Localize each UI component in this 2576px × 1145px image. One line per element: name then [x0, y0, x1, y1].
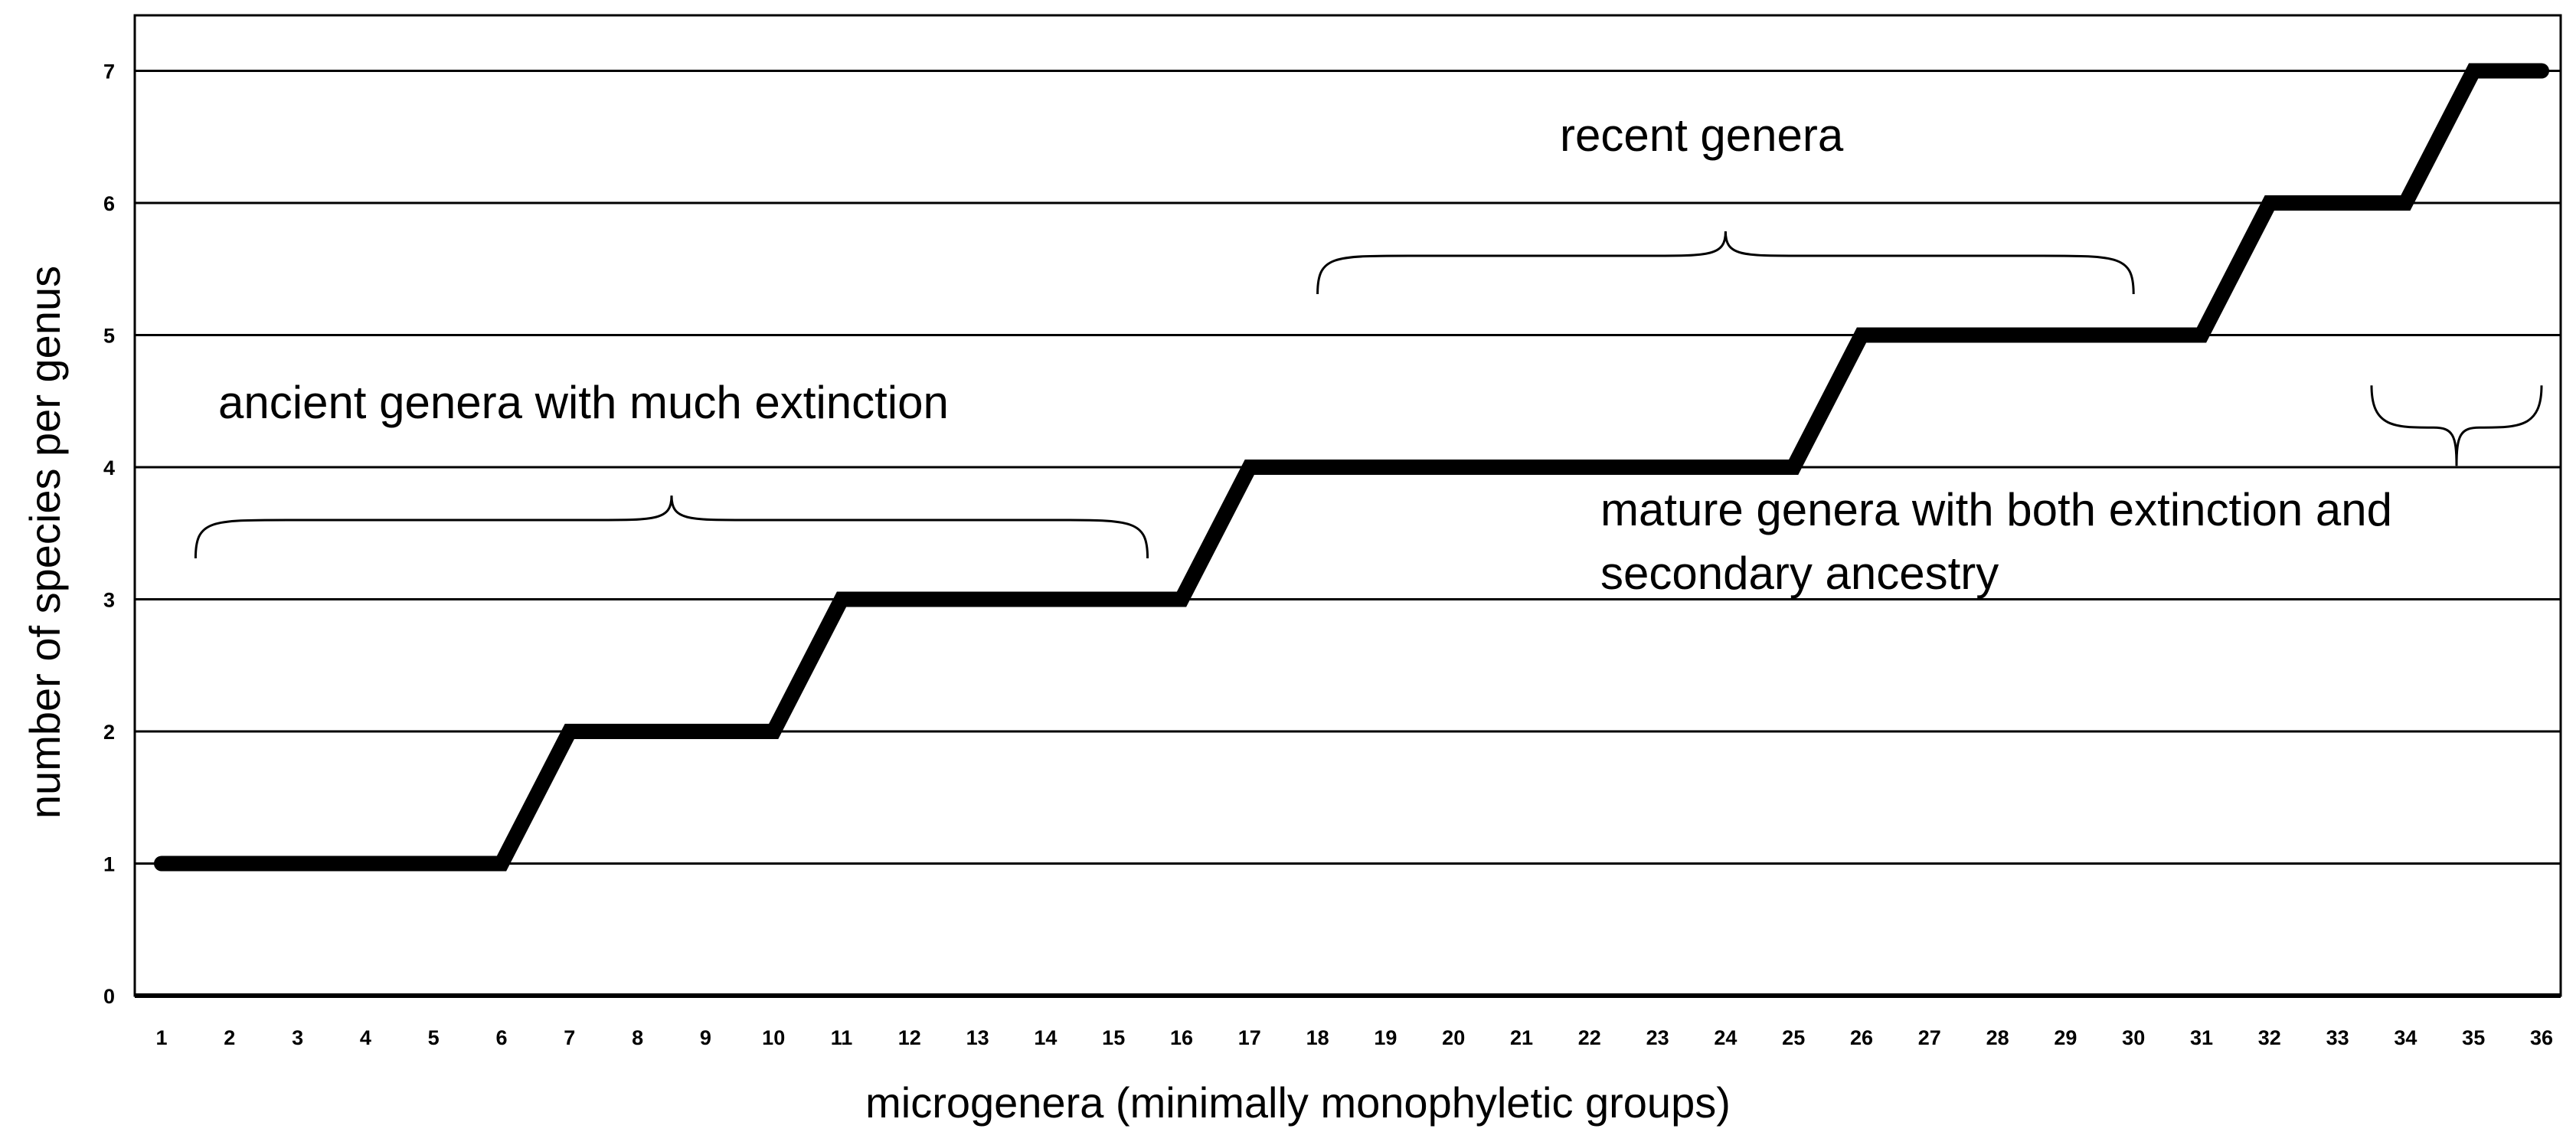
y-tick-label-4: 4	[103, 456, 115, 479]
data-point-35-7-12	[2470, 67, 2478, 75]
plot-frame	[133, 14, 2562, 997]
x-tick-label-30: 30	[2122, 1026, 2145, 1049]
x-tick-label-28: 28	[1986, 1026, 2009, 1049]
annotation-recent: recent genera	[1560, 110, 1844, 161]
data-series	[154, 63, 2549, 872]
y-tick-label-7: 7	[103, 61, 115, 83]
x-tick-label-29: 29	[2054, 1026, 2077, 1049]
x-tick-label-36: 36	[2530, 1026, 2553, 1049]
x-tick-label-17: 17	[1238, 1026, 1261, 1049]
y-tick-label-3: 3	[103, 589, 115, 612]
x-tick-label-1: 1	[155, 1026, 167, 1049]
x-tick-label-4: 4	[360, 1026, 371, 1049]
x-tick-label-32: 32	[2258, 1026, 2281, 1049]
x-tick-label-15: 15	[1102, 1026, 1125, 1049]
x-axis-label: microgenera (minimally monophyletic grou…	[865, 1078, 1731, 1127]
annotation-mature-line1: mature genera with both extinction and	[1600, 484, 2392, 535]
x-tick-label-8: 8	[632, 1026, 643, 1049]
x-tick-label-35: 35	[2462, 1026, 2485, 1049]
annotation-bracket-2	[2370, 385, 2543, 466]
x-tick-label-6: 6	[495, 1026, 507, 1049]
annotation-mature-line2: secondary ancestry	[1600, 548, 1999, 599]
x-tick-label-9: 9	[700, 1026, 711, 1049]
data-point-26-5-8	[1858, 331, 1865, 339]
x-tick-label-14: 14	[1034, 1026, 1057, 1049]
x-tick-label-5: 5	[428, 1026, 440, 1049]
x-tick-label-2: 2	[224, 1026, 235, 1049]
y-tick-labels: 0 1 2 3 4 5 6 7	[103, 61, 115, 1009]
data-point-10-2-3	[770, 728, 778, 735]
y-tick-label-2: 2	[103, 721, 115, 744]
annotation-bracket-1	[1316, 231, 2135, 295]
x-tick-label-27: 27	[1918, 1026, 1941, 1049]
x-tick-label-12: 12	[898, 1026, 921, 1049]
y-axis-label: number of species per genus	[21, 266, 69, 819]
x-tick-label-26: 26	[1850, 1026, 1873, 1049]
x-tick-label-23: 23	[1646, 1026, 1669, 1049]
data-point-11-3-4	[838, 595, 845, 604]
data-point-36-7-13	[2538, 67, 2545, 75]
x-tick-label-33: 33	[2326, 1026, 2349, 1049]
x-tick-label-19: 19	[1374, 1026, 1397, 1049]
series-line-0	[154, 63, 2549, 872]
data-point-34-6-11	[2401, 199, 2410, 207]
x-tick-label-21: 21	[1510, 1026, 1533, 1049]
x-tick-label-18: 18	[1306, 1026, 1329, 1049]
x-tick-label-34: 34	[2394, 1026, 2417, 1049]
y-tick-label-0: 0	[103, 985, 115, 1008]
data-point-16-3-5	[1178, 595, 1185, 604]
data-point-17-4-6	[1245, 463, 1254, 471]
data-point-7-2-2	[565, 728, 574, 735]
annotation-brackets	[194, 231, 2543, 559]
data-point-25-4-7	[1790, 463, 1798, 471]
x-tick-label-7: 7	[564, 1026, 575, 1049]
data-point-1-1-0	[158, 859, 165, 868]
x-tick-label-31: 31	[2190, 1026, 2213, 1049]
x-tick-labels: 1 2 3 4 5 6 7 8 9 10 11 12 13 14 15 16 17 18 19 20 21 22 23 24 2…	[155, 1026, 2553, 1049]
data-point-31-5-9	[2198, 331, 2205, 339]
x-tick-label-20: 20	[1442, 1026, 1465, 1049]
x-tick-label-13: 13	[966, 1026, 989, 1049]
x-tick-label-22: 22	[1578, 1026, 1601, 1049]
data-point-6-1-1	[498, 859, 505, 868]
y-tick-label-1: 1	[103, 853, 115, 876]
annotation-bracket-0	[194, 495, 1149, 559]
y-tick-label-5: 5	[103, 325, 115, 348]
x-tick-label-3: 3	[292, 1026, 303, 1049]
annotation-ancient: ancient genera with much extinction	[218, 377, 949, 428]
x-tick-label-11: 11	[831, 1026, 853, 1049]
x-tick-label-16: 16	[1170, 1026, 1193, 1049]
y-tick-label-6: 6	[103, 192, 115, 215]
data-point-32-6-10	[2265, 199, 2274, 207]
x-tick-label-10: 10	[762, 1026, 785, 1049]
x-tick-label-25: 25	[1782, 1026, 1805, 1049]
x-tick-label-24: 24	[1714, 1026, 1737, 1049]
